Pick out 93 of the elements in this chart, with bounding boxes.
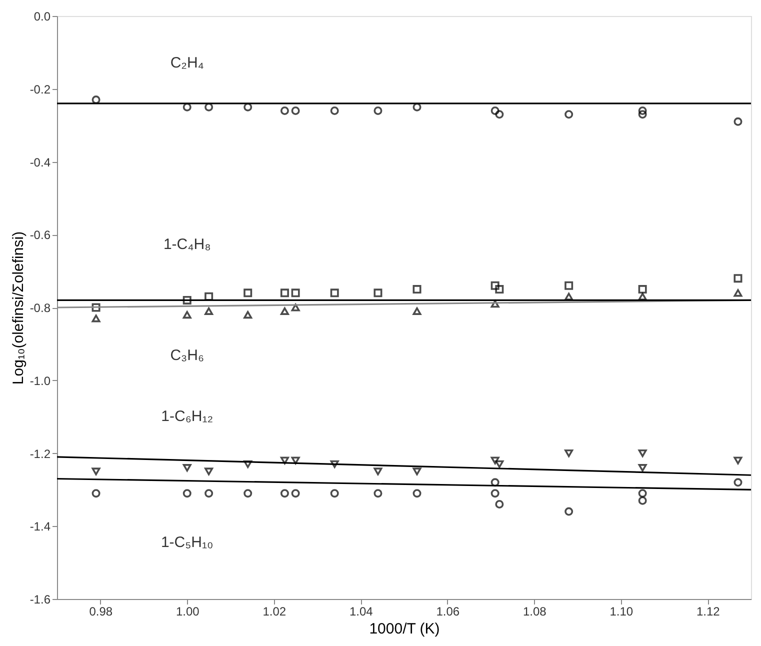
point (638, 496, 647, 505)
y-axis-title: Log₁₀(olefinsi/Σolefinsi) (10, 231, 27, 385)
point (374, 489, 382, 498)
point (330, 489, 339, 498)
point (182, 464, 192, 472)
point (291, 456, 300, 464)
point (330, 460, 339, 468)
point (244, 288, 252, 298)
point (204, 102, 214, 112)
point (734, 478, 742, 487)
point (638, 464, 647, 472)
y-tick-label: -1.2 (30, 446, 51, 461)
point (374, 106, 382, 115)
point (638, 292, 647, 300)
point (734, 289, 742, 297)
text: 1-C₄H₈ (163, 236, 211, 253)
y-tick-label: -0.2 (30, 82, 51, 96)
point (734, 456, 742, 464)
point (280, 106, 289, 115)
x-tick-label: 1.10 (610, 604, 634, 618)
x-tick-label: 1.12 (696, 604, 720, 618)
point (280, 489, 289, 498)
point (291, 489, 300, 498)
point (490, 281, 500, 290)
point (495, 500, 504, 509)
y-tick-label: -1.6 (30, 592, 51, 606)
point (280, 288, 289, 298)
point (564, 449, 574, 458)
y-tick-label: -0.8 (30, 301, 51, 315)
x-tick-label: 1.06 (436, 604, 460, 618)
point (182, 296, 192, 304)
point (638, 110, 647, 119)
point (638, 285, 647, 294)
text: 1-C₅H₁₀ (160, 534, 214, 552)
text: 1-C₆H₁₂ (161, 408, 214, 426)
point (412, 489, 422, 498)
point (92, 468, 100, 476)
point (490, 489, 500, 498)
point (291, 304, 300, 312)
y-tick-label: 0.0 (34, 10, 51, 24)
point (92, 489, 100, 498)
point (495, 460, 504, 468)
point (564, 110, 574, 119)
point (280, 456, 289, 464)
point (638, 449, 647, 458)
x-axis-title: 1000/T (K) (369, 620, 440, 638)
point (244, 489, 252, 498)
point (638, 106, 647, 115)
point (374, 288, 382, 298)
point (412, 102, 422, 112)
point (244, 460, 252, 468)
point (291, 288, 300, 298)
point (412, 468, 422, 476)
point (244, 102, 252, 112)
point (490, 300, 500, 308)
point (734, 117, 742, 126)
text: C₃H₆ (170, 347, 204, 364)
x-tick-label: 1.02 (262, 604, 286, 618)
point (495, 285, 504, 294)
point (734, 274, 742, 283)
point (330, 288, 339, 298)
text: C₂H₄ (170, 54, 204, 72)
point (291, 106, 300, 115)
point (564, 292, 574, 300)
point (638, 489, 647, 498)
point (412, 285, 422, 294)
point (92, 303, 100, 312)
point (374, 468, 382, 476)
point (495, 110, 504, 119)
point (412, 307, 422, 315)
point (564, 281, 574, 290)
point (182, 489, 192, 498)
point (244, 310, 252, 319)
y-tick-label: -0.4 (30, 155, 51, 170)
point (182, 310, 192, 319)
point (490, 106, 500, 115)
point (92, 314, 100, 322)
y-tick-label: -1.0 (30, 374, 51, 388)
point (490, 456, 500, 464)
x-tick-label: 1.04 (349, 604, 374, 618)
y-tick-label: -0.6 (30, 228, 51, 242)
x-tick-label: 0.98 (89, 604, 113, 618)
point (490, 478, 500, 487)
point (204, 468, 214, 476)
point (330, 106, 339, 115)
point (204, 489, 214, 498)
point (182, 102, 192, 112)
point (564, 507, 574, 516)
point (204, 307, 214, 315)
y-tick-label: -1.4 (30, 520, 51, 534)
x-tick-label: 1.08 (522, 604, 547, 618)
x-tick-label: 1.00 (176, 604, 200, 618)
point (280, 307, 289, 315)
